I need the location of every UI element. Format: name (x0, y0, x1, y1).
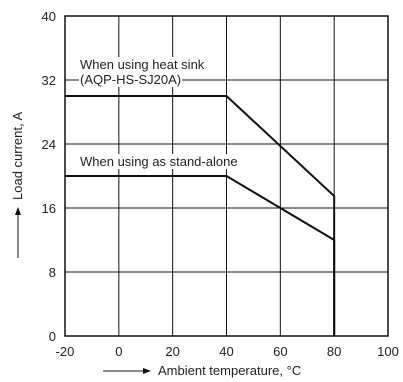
x-tick-label: 60 (273, 344, 287, 359)
annotation-backdrop (79, 154, 239, 169)
y-axis-title-group: Load current, A (10, 112, 25, 258)
annotation-backdrop (79, 72, 183, 87)
y-axis-title: Load current, A (10, 112, 25, 200)
series-1-annotation-line-1: When using heat sink (80, 57, 205, 72)
y-axis-arrow-head (15, 207, 21, 215)
y-tick-label: 40 (42, 9, 56, 24)
x-tick-label: 20 (165, 344, 179, 359)
series-2-annotation-line-1: When using as stand-alone (80, 154, 238, 169)
x-axis-title: Ambient temperature, °C (158, 363, 301, 378)
y-tick-label: 16 (42, 201, 56, 216)
series-1-annotation-line-2: (AQP-HS-SJ20A) (80, 72, 181, 87)
x-tick-label: -20 (56, 344, 75, 359)
series-lines (65, 95, 336, 336)
y-tick-label: 0 (49, 329, 56, 344)
series-line-2 (65, 175, 336, 336)
annotations: When using heat sink (AQP-HS-SJ20A) When… (79, 57, 239, 169)
y-tick-labels: 0 8 16 24 32 40 (42, 9, 56, 344)
x-tick-labels: -20 0 20 40 60 80 100 (56, 344, 399, 359)
x-tick-label: 80 (327, 344, 341, 359)
plot-frame (64, 15, 389, 337)
y-tick-label: 8 (49, 265, 56, 280)
annotation-backdrop (79, 57, 206, 72)
x-tick-label: 0 (115, 344, 122, 359)
x-axis-arrow-head (143, 368, 151, 374)
y-tick-label: 32 (42, 73, 56, 88)
x-tick-label: 40 (219, 344, 233, 359)
x-axis-title-group: Ambient temperature, °C (103, 363, 301, 378)
y-tick-label: 24 (42, 137, 56, 152)
x-tick-label: 100 (377, 344, 399, 359)
